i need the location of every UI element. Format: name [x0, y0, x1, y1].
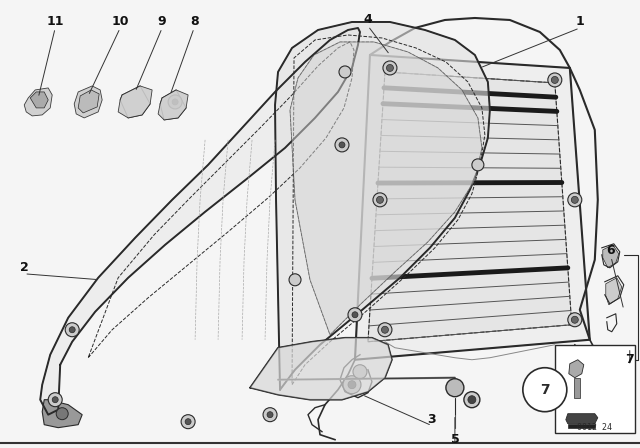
Text: 3: 3 [428, 413, 436, 426]
Circle shape [387, 65, 394, 71]
Polygon shape [30, 92, 48, 108]
Circle shape [348, 308, 362, 322]
Circle shape [267, 412, 273, 418]
Polygon shape [603, 245, 619, 268]
Polygon shape [250, 338, 392, 400]
Text: 7: 7 [625, 353, 634, 366]
FancyBboxPatch shape [555, 345, 635, 433]
Text: 0012 24: 0012 24 [577, 423, 612, 432]
Text: 1: 1 [575, 16, 584, 29]
Circle shape [572, 196, 579, 203]
Circle shape [376, 196, 383, 203]
Circle shape [607, 355, 617, 365]
Circle shape [56, 408, 68, 420]
Text: 10: 10 [111, 16, 129, 29]
Polygon shape [606, 278, 622, 305]
Circle shape [548, 73, 562, 87]
Polygon shape [118, 86, 152, 118]
Circle shape [468, 396, 476, 404]
Polygon shape [74, 86, 102, 118]
Polygon shape [566, 414, 598, 424]
Circle shape [339, 66, 351, 78]
Circle shape [568, 313, 582, 327]
Circle shape [581, 378, 589, 386]
Circle shape [185, 419, 191, 425]
Polygon shape [569, 360, 584, 378]
Circle shape [352, 312, 358, 318]
Circle shape [263, 408, 277, 422]
Text: 9: 9 [158, 16, 166, 29]
Text: 6: 6 [607, 244, 615, 257]
Circle shape [464, 392, 480, 408]
Polygon shape [78, 90, 99, 113]
Circle shape [339, 142, 345, 148]
Polygon shape [24, 88, 52, 116]
Circle shape [353, 365, 367, 379]
Circle shape [335, 138, 349, 152]
Circle shape [551, 77, 558, 83]
Circle shape [472, 159, 484, 171]
Circle shape [48, 393, 62, 407]
Circle shape [289, 274, 301, 286]
Polygon shape [158, 90, 188, 120]
Circle shape [446, 379, 464, 396]
Circle shape [52, 396, 58, 403]
Circle shape [523, 368, 567, 412]
Polygon shape [40, 28, 360, 415]
Circle shape [348, 381, 356, 389]
Text: 4: 4 [364, 13, 372, 26]
Text: 5: 5 [451, 433, 460, 446]
Circle shape [373, 193, 387, 207]
Polygon shape [275, 22, 490, 390]
Polygon shape [368, 72, 572, 342]
Circle shape [69, 327, 75, 333]
Circle shape [383, 61, 397, 75]
Circle shape [343, 376, 361, 394]
Polygon shape [574, 378, 580, 398]
Circle shape [381, 326, 388, 333]
Circle shape [602, 350, 622, 370]
Polygon shape [568, 424, 595, 428]
Text: 11: 11 [47, 16, 64, 29]
Text: 7: 7 [540, 383, 550, 397]
Text: 2: 2 [20, 261, 29, 274]
Polygon shape [42, 400, 82, 428]
Circle shape [168, 95, 182, 109]
Polygon shape [290, 42, 482, 335]
Circle shape [576, 373, 594, 391]
Circle shape [572, 316, 579, 323]
Circle shape [172, 99, 178, 105]
Text: 8: 8 [190, 16, 198, 29]
Circle shape [568, 193, 582, 207]
Circle shape [65, 323, 79, 337]
Circle shape [181, 415, 195, 429]
Polygon shape [355, 55, 590, 360]
Circle shape [378, 323, 392, 337]
